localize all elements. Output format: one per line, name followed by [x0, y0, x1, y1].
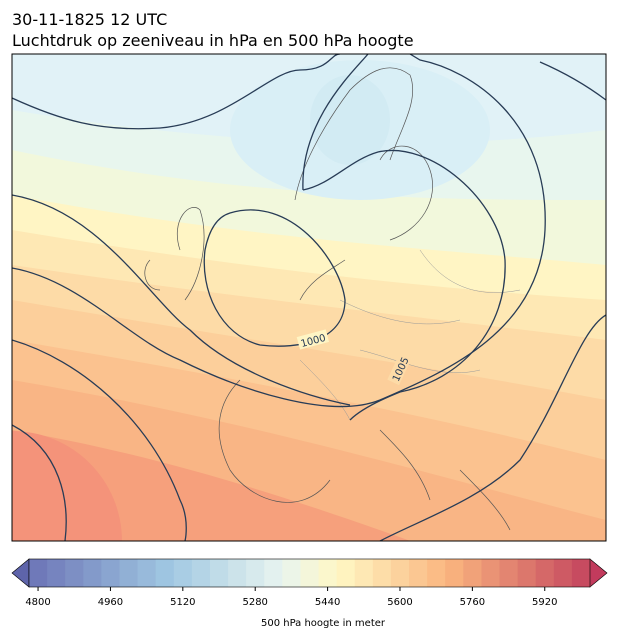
- colorbar-swatch: [354, 559, 374, 587]
- colorbar-swatch: [65, 559, 84, 587]
- colorbar-swatch: [228, 559, 247, 587]
- colorbar-swatch: [372, 559, 392, 587]
- colorbar-tick-label: 5280: [242, 597, 267, 608]
- colorbar-swatch: [535, 559, 555, 587]
- colorbar-tick-label: 5600: [387, 597, 412, 608]
- colorbar-swatch: [300, 559, 320, 587]
- colorbar-swatch: [553, 559, 573, 587]
- colorbar-swatch: [445, 559, 464, 587]
- colorbar-swatch: [173, 559, 193, 587]
- colorbar-swatch: [517, 559, 537, 587]
- colorbar-tick-label: 4960: [98, 597, 123, 608]
- colorbar-tick-label: 5920: [532, 597, 557, 608]
- colorbar-swatch: [264, 559, 283, 587]
- colorbar-swatch: [409, 559, 428, 587]
- colorbar-swatch: [29, 559, 48, 587]
- colorbar-swatch: [463, 559, 482, 587]
- colorbar-swatch: [390, 559, 410, 587]
- colorbar-swatch: [209, 559, 229, 587]
- colorbar-tick-label: 5760: [460, 597, 485, 608]
- colorbar-extend-low: [11, 558, 30, 588]
- colorbar-swatch: [119, 559, 139, 587]
- colorbar-tick-label: 4800: [25, 597, 50, 608]
- colorbar-swatch: [318, 559, 338, 587]
- colorbar-swatch: [47, 559, 66, 587]
- colorbar-swatch: [571, 559, 591, 587]
- colorbar-swatch: [191, 559, 211, 587]
- colorbar-swatch: [427, 559, 446, 587]
- colorbar-swatch: [155, 559, 175, 587]
- colorbar-label: 500 hPa hoogte in meter: [261, 618, 386, 629]
- colorbar-swatch: [481, 559, 501, 587]
- colorbar-extend-high: [589, 558, 608, 588]
- map: 1000 1005: [12, 54, 606, 541]
- colorbar-tick-label: 5120: [170, 597, 195, 608]
- map-frame: [11, 53, 607, 542]
- colorbar-swatch: [246, 559, 265, 587]
- colorbar-swatch: [499, 559, 519, 587]
- colorbar-swatch: [101, 559, 120, 587]
- colorbar-swatch: [137, 559, 157, 587]
- colorbar-frame: [28, 558, 591, 588]
- colorbar-tick-label: 5440: [315, 597, 340, 608]
- colorbar-swatch: [336, 559, 356, 587]
- colorbar: 4800 4960 5120 5280 5440 5600 5760 5920: [11, 558, 608, 608]
- colorbar-swatch: [83, 559, 102, 587]
- date: 30-11-1825 12 UTC: [12, 10, 167, 29]
- title: Luchtdruk op zeeniveau in hPa en 500 hPa…: [12, 31, 414, 50]
- colorbar-swatch: [282, 559, 301, 587]
